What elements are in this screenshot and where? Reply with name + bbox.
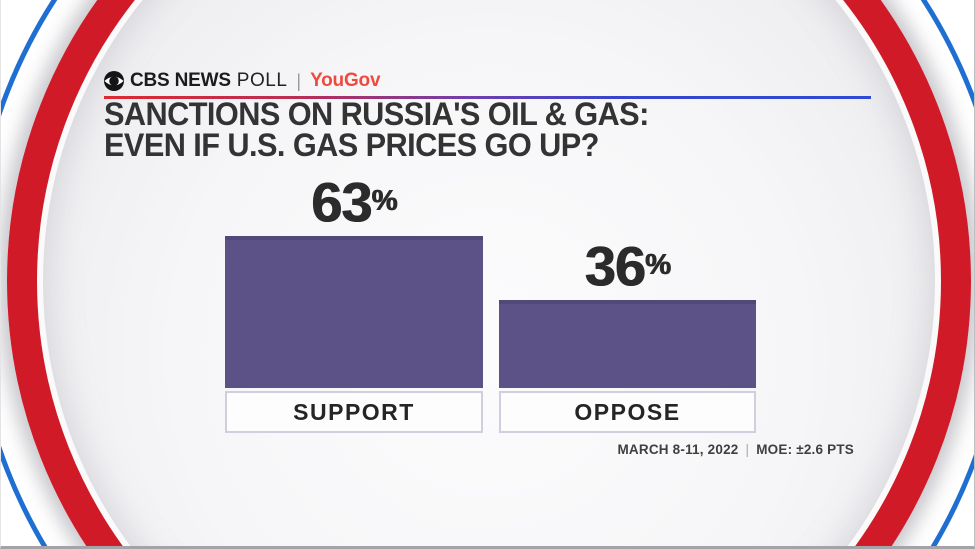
cbs-eye-icon [104,71,124,91]
bar-value-number: 63 [310,170,372,234]
bar-value-support: 63% [225,170,483,234]
header: CBS NEWS POLL | YouGov [104,69,381,93]
bar-label-box-support: SUPPORT [225,391,483,433]
bar-label-box-oppose: OPPOSE [499,391,756,433]
percent-sign: % [644,249,671,282]
bar-support [225,235,483,389]
bar-label-oppose: OPPOSE [574,398,681,425]
poll-title: SANCTIONS ON RUSSIA'S OIL & GAS: EVEN IF… [104,96,649,163]
bar-label-support: SUPPORT [293,398,415,425]
bar-value-oppose: 36% [499,234,756,298]
bar-oppose [499,300,756,388]
footer-note: MARCH 8-11, 2022 | MOE: ±2.6 PTS [617,442,854,457]
brand-product-text: POLL [236,70,288,91]
moe-text: MOE: ±2.6 PTS [756,442,854,457]
brand-text: CBS NEWS [130,70,231,91]
partner-logo-text: YouGov [310,70,381,91]
poll-title-line1: SANCTIONS ON RUSSIA'S OIL & GAS: [104,96,649,132]
header-accent-line [104,96,871,99]
bar-value-number: 36 [584,235,645,298]
poll-title-line2: EVEN IF U.S. GAS PRICES GO UP? [104,127,599,163]
bar-column-support: 63% SUPPORT [225,170,483,433]
footer-separator: | [745,442,750,457]
percent-sign: % [371,185,398,217]
bar-column-oppose: 36% OPPOSE [499,170,756,433]
date-range: MARCH 8-11, 2022 [617,442,739,457]
header-separator: | [296,70,302,91]
